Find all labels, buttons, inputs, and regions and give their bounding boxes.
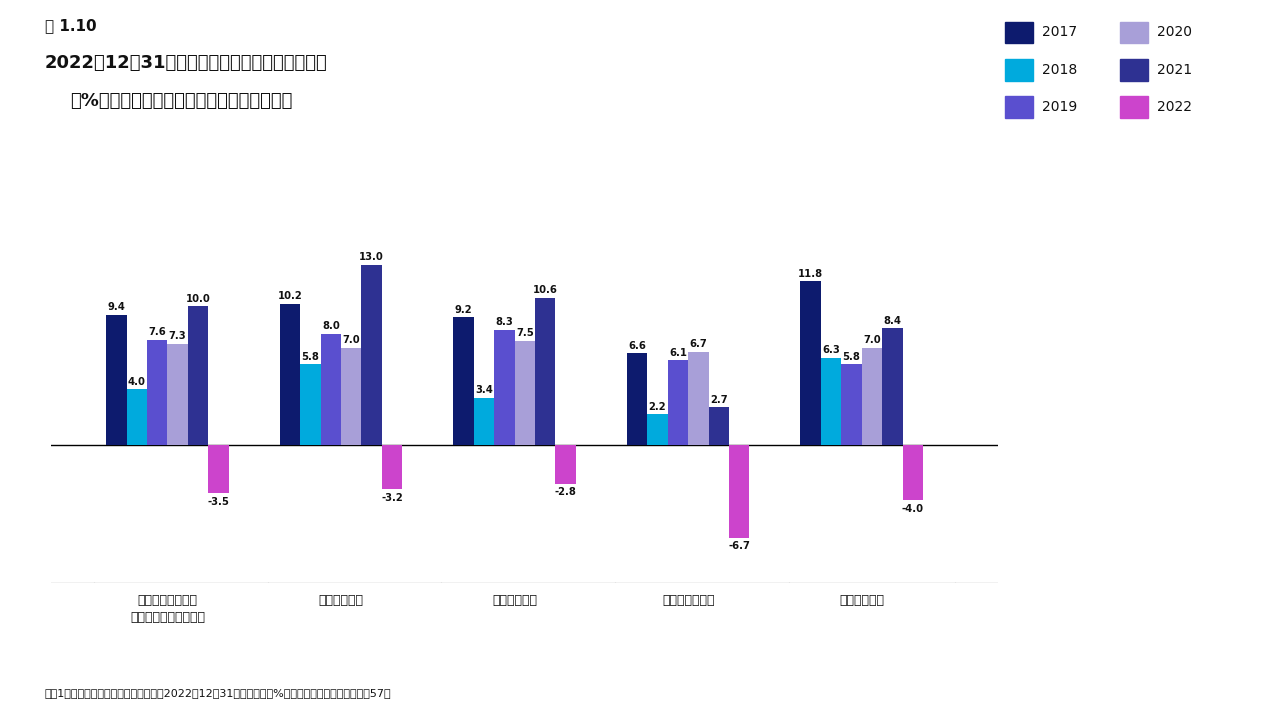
Bar	[301, 364, 320, 445]
Text: 2022年12月31日時点までのファンド・リターン: 2022年12月31日時点までのファンド・リターン	[45, 54, 328, 72]
Text: 2.2: 2.2	[649, 402, 667, 412]
Text: 10.6: 10.6	[532, 285, 558, 295]
Text: 7.0: 7.0	[343, 336, 360, 346]
Text: （%、ソブリン・ウェルス・ファンドのみ）: （%、ソブリン・ウェルス・ファンドのみ）	[70, 92, 293, 110]
Text: -6.7: -6.7	[728, 541, 750, 551]
Text: 7.0: 7.0	[863, 336, 881, 346]
Bar	[902, 445, 923, 500]
Text: 6.6: 6.6	[628, 341, 646, 351]
Text: 2018: 2018	[1042, 63, 1078, 77]
Text: 7.5: 7.5	[516, 328, 534, 338]
Bar	[381, 445, 402, 489]
Bar	[209, 445, 229, 493]
Text: 7.3: 7.3	[169, 331, 187, 341]
Bar	[556, 445, 576, 484]
Bar	[861, 348, 882, 445]
Text: 2020: 2020	[1157, 25, 1192, 40]
Text: 2022: 2022	[1157, 100, 1192, 114]
Text: -4.0: -4.0	[902, 503, 924, 513]
Text: 13.0: 13.0	[360, 252, 384, 262]
Text: 3.4: 3.4	[475, 385, 493, 395]
Text: -2.8: -2.8	[554, 487, 576, 497]
Text: 8.0: 8.0	[323, 321, 339, 331]
Bar	[494, 330, 515, 445]
Text: 6.1: 6.1	[669, 348, 687, 358]
Bar	[474, 397, 494, 445]
Text: 過去1年のファンドの実際のリターン（2022年12月31日時点）は何%でしたか？に対する回答数：57。: 過去1年のファンドの実際のリターン（2022年12月31日時点）は何%でしたか？…	[45, 688, 392, 698]
Text: 図 1.10: 図 1.10	[45, 18, 96, 33]
Bar	[147, 340, 168, 445]
Text: 8.4: 8.4	[883, 316, 901, 326]
Bar	[320, 334, 340, 445]
Text: -3.2: -3.2	[381, 492, 403, 503]
Text: 10.0: 10.0	[186, 294, 210, 304]
Text: 8.3: 8.3	[495, 318, 513, 328]
Bar	[820, 358, 841, 445]
Text: 6.3: 6.3	[822, 345, 840, 355]
Text: -3.5: -3.5	[207, 497, 229, 507]
Bar	[709, 408, 730, 445]
Text: 11.8: 11.8	[799, 269, 823, 279]
Text: 5.8: 5.8	[842, 352, 860, 362]
Bar	[730, 445, 749, 538]
Text: 10.2: 10.2	[278, 291, 302, 301]
Bar	[188, 306, 209, 445]
Text: 2021: 2021	[1157, 63, 1192, 77]
Text: 9.2: 9.2	[454, 305, 472, 315]
Bar	[515, 341, 535, 445]
Text: 2017: 2017	[1042, 25, 1076, 40]
Bar	[168, 343, 188, 445]
Bar	[280, 304, 301, 445]
Bar	[535, 298, 556, 445]
Text: 4.0: 4.0	[128, 377, 146, 387]
Bar	[668, 360, 689, 445]
Bar	[106, 315, 127, 445]
Text: 2.7: 2.7	[710, 395, 727, 405]
Bar	[689, 352, 709, 445]
Text: 2019: 2019	[1042, 100, 1078, 114]
Bar	[627, 354, 648, 445]
Bar	[800, 282, 820, 445]
Bar	[453, 318, 474, 445]
Text: 6.7: 6.7	[690, 339, 708, 349]
Bar	[841, 364, 861, 445]
Bar	[127, 390, 147, 445]
Bar	[882, 328, 902, 445]
Bar	[361, 265, 381, 445]
Text: 5.8: 5.8	[302, 352, 319, 362]
Bar	[648, 414, 668, 445]
Bar	[340, 348, 361, 445]
Text: 9.4: 9.4	[108, 302, 125, 312]
Text: 7.6: 7.6	[148, 327, 166, 337]
